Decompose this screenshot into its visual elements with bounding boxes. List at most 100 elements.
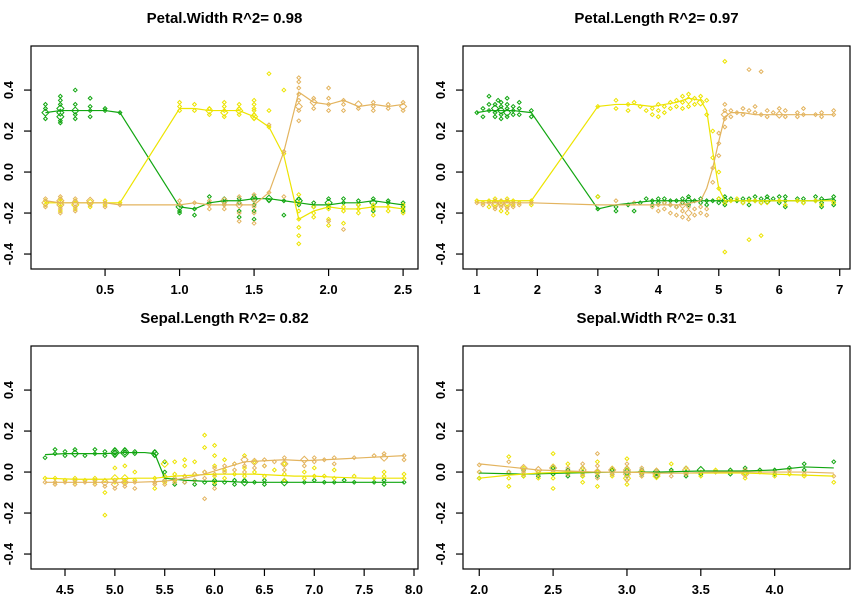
data-point-diamond-green [831, 459, 837, 465]
panel-sepal-length: 4.5 5.0 5.5 6.0 6.5 7.0 7.5 8.0 -0.4 -0.2 0.0 0.2 0.… [0, 300, 433, 601]
data-point-diamond-yellow [102, 512, 108, 518]
data-point-diamond-yellow [271, 467, 278, 473]
data-point-diamond-tan [594, 475, 601, 481]
data-point-diamond-green [176, 210, 183, 216]
data-point-diamond-green [176, 208, 183, 214]
data-point-diamond-tan [192, 477, 198, 483]
y-axis-tick-label: -0.4 [1, 542, 16, 565]
data-point-diamond-yellow [311, 204, 317, 210]
plot-box [462, 45, 851, 270]
data-point-diamond-green [62, 448, 68, 455]
data-point-diamond-green [818, 204, 825, 210]
x-axis-tick-label: 5.5 [156, 582, 174, 597]
data-point-diamond-yellow [220, 108, 229, 117]
data-point-diamond-tan [56, 196, 65, 205]
data-point-diamond-tan [728, 114, 734, 120]
data-point-diamond-green [492, 101, 498, 108]
x-axis-tick-label: 1.5 [245, 282, 263, 297]
data-point-diamond-tan [355, 105, 362, 112]
data-point-diamond-green [281, 212, 287, 218]
series-line-tan [45, 455, 405, 483]
data-point-diamond-green [831, 202, 837, 208]
data-point-diamond-green [351, 479, 357, 485]
data-point-diamond-green [594, 473, 601, 479]
data-point-diamond-tan [236, 210, 242, 216]
data-point-diamond-tan [381, 450, 387, 457]
data-point-diamond-green [296, 202, 302, 208]
data-point-diamond-yellow [370, 206, 376, 212]
data-point-diamond-yellow [643, 107, 649, 114]
data-point-diamond-tan [496, 198, 506, 208]
data-point-diamond-tan [281, 455, 287, 461]
data-point-diamond-tan [775, 110, 784, 119]
data-point-diamond-tan [498, 204, 504, 210]
data-point-diamond-yellow [655, 107, 661, 114]
data-point-diamond-yellow [502, 198, 512, 208]
data-point-diamond-green [801, 467, 807, 473]
data-point-diamond-green [102, 107, 108, 114]
data-point-diamond-green [758, 196, 764, 202]
data-point-diamond-tan [655, 208, 661, 214]
x-axis-tick-label: 1 [473, 282, 480, 297]
data-point-diamond-tan [271, 459, 278, 465]
plot-box [30, 45, 419, 270]
data-point-diamond-yellow [613, 105, 619, 112]
data-point-diamond-green [498, 99, 504, 105]
data-point-diamond-green [87, 114, 93, 120]
data-point-diamond-yellow [594, 459, 601, 465]
data-point-diamond-tan [300, 455, 309, 464]
data-point-diamond-yellow [580, 479, 586, 485]
data-point-diamond-yellow [251, 107, 257, 114]
data-point-diamond-green [57, 97, 63, 103]
data-point-diamond-tan [102, 483, 108, 490]
data-point-diamond-yellow [296, 224, 302, 230]
data-point-diamond-tan [639, 465, 645, 471]
x-axis-tick-label: 6 [776, 282, 783, 297]
data-point-diamond-tan [112, 485, 118, 492]
data-point-diamond-yellow [211, 473, 218, 479]
data-point-diamond-green [341, 477, 347, 483]
data-point-diamond-yellow [704, 112, 710, 118]
data-point-diamond-tan [52, 481, 58, 487]
data-point-diamond-green [782, 194, 788, 200]
data-point-diamond-yellow [206, 112, 212, 118]
data-point-diamond-green [70, 449, 80, 458]
data-point-diamond-tan [679, 214, 686, 220]
data-point-diamond-tan [87, 202, 93, 208]
data-point-diamond-tan [661, 200, 667, 206]
series-line-tan [476, 112, 834, 206]
data-point-diamond-green [498, 103, 504, 110]
data-point-diamond-yellow [679, 105, 686, 112]
data-point-diamond-green [52, 446, 58, 453]
data-point-diamond-yellow [236, 101, 242, 108]
data-point-diamond-tan [685, 216, 692, 222]
data-point-diamond-yellow [528, 202, 534, 208]
data-point-diamond-tan [782, 114, 788, 120]
data-point-diamond-yellow [160, 459, 169, 469]
data-point-diamond-green [516, 112, 522, 118]
data-point-diamond-tan [354, 100, 363, 109]
data-point-diamond-yellow [132, 469, 138, 475]
data-point-diamond-yellow [296, 208, 302, 214]
data-point-diamond-tan [740, 112, 746, 118]
data-point-diamond-yellow [355, 210, 362, 216]
data-point-diamond-green [516, 99, 522, 105]
data-point-diamond-tan [221, 206, 227, 212]
data-point-diamond-green [504, 95, 510, 101]
data-point-diamond-green [722, 194, 728, 200]
data-point-diamond-green [92, 446, 98, 453]
data-point-diamond-yellow [221, 103, 227, 110]
data-point-diamond-tan [593, 467, 602, 477]
data-point-diamond-tan [325, 95, 332, 101]
data-point-diamond-tan [812, 112, 819, 118]
x-axis-tick-label: 5.0 [106, 582, 124, 597]
data-point-diamond-yellow [231, 471, 238, 477]
data-point-diamond-tan [311, 459, 317, 465]
data-point-diamond-yellow [764, 200, 770, 206]
series-line-tan [45, 91, 404, 206]
data-point-diamond-green [752, 194, 758, 200]
data-point-diamond-yellow [301, 469, 307, 475]
data-point-diamond-tan [685, 204, 692, 210]
y-axis-tick-label: -0.4 [433, 542, 448, 565]
data-point-diamond-tan [691, 206, 698, 212]
